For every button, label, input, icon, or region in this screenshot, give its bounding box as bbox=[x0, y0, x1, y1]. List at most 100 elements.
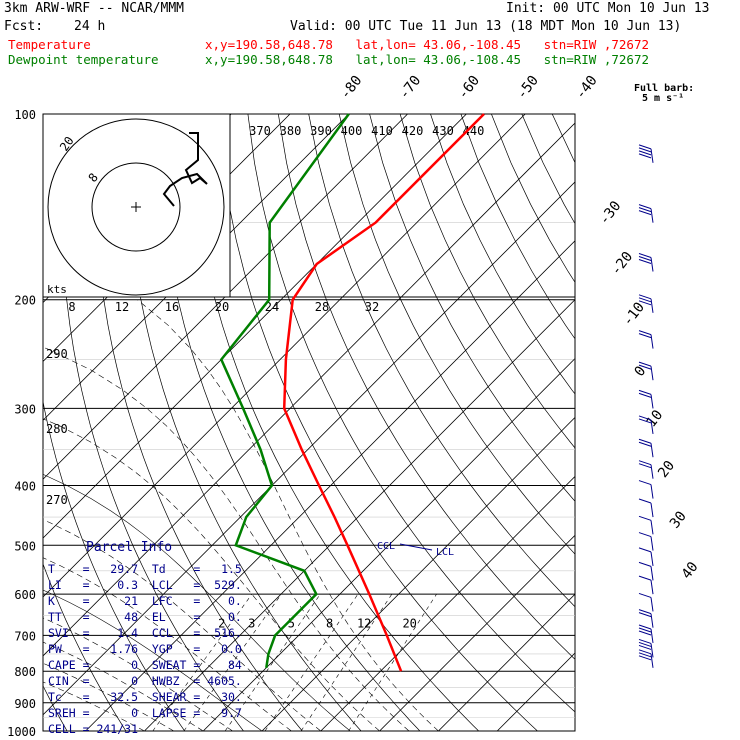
dry-adiabat bbox=[43, 562, 127, 731]
moist-adiabat bbox=[43, 557, 292, 731]
hodograph-speed-tick: 8 bbox=[68, 300, 75, 314]
theta-label: 280 bbox=[46, 422, 68, 436]
lcl-label: LCL bbox=[436, 547, 454, 558]
isotherm bbox=[85, 240, 575, 731]
barb-staff bbox=[650, 443, 654, 458]
parcel-info-row: Tc = 32.5 SHEAR = 30. bbox=[48, 689, 242, 705]
hodograph-speed-tick: 28 bbox=[315, 300, 329, 314]
barb-flag bbox=[638, 204, 652, 210]
barb-flag bbox=[638, 147, 652, 153]
pressure-label: 200 bbox=[14, 294, 36, 308]
barb-flag bbox=[638, 532, 652, 538]
dry-adiabat bbox=[43, 685, 68, 731]
dry-adiabat bbox=[156, 114, 421, 731]
dry-adiabat bbox=[186, 114, 479, 731]
isotherm-lines bbox=[43, 114, 575, 731]
isotherm bbox=[202, 358, 575, 731]
isotherm-label: -80 bbox=[337, 73, 365, 103]
hodograph-ring-inner bbox=[91, 162, 181, 252]
isotherm bbox=[43, 122, 575, 657]
barb-flag bbox=[638, 624, 652, 630]
dry-adiabat-lines bbox=[43, 114, 740, 731]
barb-staff bbox=[650, 628, 654, 644]
barb-flag bbox=[638, 609, 652, 615]
isotherm bbox=[43, 114, 467, 539]
barb-staff bbox=[650, 502, 654, 518]
barb-staff bbox=[650, 208, 654, 223]
parcel-info-row: CIN = 0 HWBZ = 4605. bbox=[48, 673, 242, 689]
isotherm-label: 20 bbox=[655, 458, 678, 481]
barb-staff bbox=[650, 298, 654, 313]
mixing-ratio-lines bbox=[152, 593, 437, 731]
parcel-info-row: K = 21 LFC = 0. bbox=[48, 593, 242, 609]
parcel-info-title: Parcel Info bbox=[86, 540, 172, 556]
isotherm bbox=[320, 475, 575, 731]
barb-flag bbox=[638, 259, 652, 264]
dry-adiabat bbox=[430, 114, 575, 395]
barb-flag bbox=[638, 210, 652, 216]
dry-adiabat bbox=[338, 114, 575, 555]
barb-staff bbox=[650, 484, 654, 499]
barb-flag bbox=[638, 256, 652, 261]
barb-flag bbox=[638, 547, 652, 553]
theta-e-label: 440 bbox=[463, 124, 485, 138]
isotherm bbox=[43, 114, 350, 421]
isotherm-label: 30 bbox=[667, 508, 690, 531]
pressure-label: 700 bbox=[14, 629, 36, 643]
barb-flag bbox=[638, 389, 652, 395]
barb-flag bbox=[638, 253, 652, 258]
mixing-ratio-label: 3 bbox=[248, 616, 255, 630]
mixing-ratio-label: 5 bbox=[288, 616, 295, 630]
theta-label: 290 bbox=[46, 347, 68, 361]
hodograph-speed-tick: 16 bbox=[165, 300, 179, 314]
fcst-label: Fcst: bbox=[4, 20, 43, 34]
barb-flag bbox=[638, 463, 652, 469]
barb-staff bbox=[650, 643, 654, 658]
dewpoint-profile bbox=[219, 113, 350, 668]
mixing-ratio-line bbox=[300, 593, 393, 731]
barb-flag bbox=[638, 418, 652, 424]
barb-flag bbox=[638, 361, 652, 367]
mixing-ratio-line bbox=[224, 593, 321, 731]
hodograph-units: kts bbox=[47, 283, 67, 296]
init-time: Init: 00 UTC Mon 10 Jun 13 bbox=[506, 2, 710, 16]
barb-flag bbox=[638, 144, 652, 150]
parcel-info-row: PW = 1.76 YGP = 0.0 bbox=[48, 641, 242, 657]
dry-adiabat bbox=[369, 114, 575, 502]
dry-adiabat bbox=[674, 114, 740, 731]
mixing-ratio-line bbox=[348, 593, 437, 731]
theta-e-label: 420 bbox=[402, 124, 424, 138]
pressure-label: 400 bbox=[14, 479, 36, 493]
dewpoint-location: x,y=190.58,648.78 lat,lon= 43.06,-108.45… bbox=[205, 53, 649, 67]
barb-flag bbox=[638, 330, 652, 336]
temperature-legend: Temperature bbox=[8, 38, 91, 52]
barb-legend-units: 5 m s⁻¹ bbox=[642, 94, 684, 104]
isotherm bbox=[438, 593, 575, 731]
pressure-label: 1000 bbox=[7, 725, 36, 739]
ring-label-outer: 20 bbox=[57, 134, 77, 154]
isotherm-label: -60 bbox=[455, 73, 483, 103]
mixing-ratio-label: 12 bbox=[357, 616, 371, 630]
barb-staff bbox=[650, 613, 654, 628]
barb-flag bbox=[638, 498, 652, 504]
dry-adiabat bbox=[43, 399, 185, 731]
theta-e-label: 430 bbox=[432, 124, 454, 138]
barb-staff bbox=[650, 580, 654, 595]
dry-adiabat bbox=[277, 114, 575, 660]
barb-staff bbox=[650, 597, 654, 612]
isotherm-label: -40 bbox=[573, 73, 601, 103]
mixing-ratio-label: 20 bbox=[402, 616, 416, 630]
barb-flag bbox=[638, 627, 652, 633]
barb-staff bbox=[650, 536, 654, 551]
barb-staff bbox=[650, 653, 654, 668]
wind-barbs bbox=[638, 144, 654, 668]
moist-adiabat bbox=[43, 681, 145, 731]
isotherm bbox=[379, 534, 575, 731]
barb-flag bbox=[638, 364, 652, 370]
barb-flag bbox=[638, 575, 652, 581]
isotherm bbox=[43, 114, 408, 480]
theta-e-label: 390 bbox=[310, 124, 332, 138]
profiles: CCL LCL bbox=[219, 113, 485, 672]
barb-flag bbox=[638, 630, 652, 636]
